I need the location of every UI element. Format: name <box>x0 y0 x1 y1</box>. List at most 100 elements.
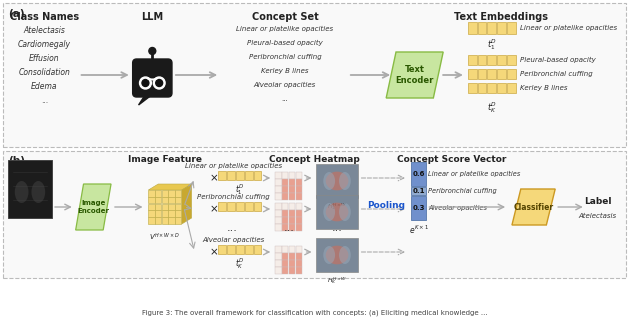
Text: Linear or platelike opacities: Linear or platelike opacities <box>520 25 617 31</box>
FancyBboxPatch shape <box>282 172 289 178</box>
Text: 0.6: 0.6 <box>412 171 425 177</box>
Text: Class Names: Class Names <box>10 12 79 22</box>
FancyBboxPatch shape <box>296 267 302 273</box>
FancyBboxPatch shape <box>289 172 295 178</box>
FancyBboxPatch shape <box>218 171 226 180</box>
FancyBboxPatch shape <box>253 245 261 254</box>
FancyBboxPatch shape <box>289 224 295 230</box>
Text: Classifier: Classifier <box>513 203 554 212</box>
Text: (b): (b) <box>8 156 25 166</box>
Polygon shape <box>512 189 556 225</box>
FancyBboxPatch shape <box>289 217 295 223</box>
Ellipse shape <box>15 181 29 203</box>
FancyBboxPatch shape <box>296 172 302 178</box>
FancyBboxPatch shape <box>148 217 155 224</box>
Text: LLM: LLM <box>141 12 163 22</box>
FancyBboxPatch shape <box>488 55 496 65</box>
FancyBboxPatch shape <box>155 190 161 196</box>
Circle shape <box>142 80 149 86</box>
FancyBboxPatch shape <box>244 171 253 180</box>
FancyBboxPatch shape <box>3 151 626 278</box>
FancyBboxPatch shape <box>507 22 516 34</box>
Polygon shape <box>148 184 191 190</box>
Ellipse shape <box>339 246 351 264</box>
Circle shape <box>140 77 151 89</box>
FancyBboxPatch shape <box>477 22 486 34</box>
Text: Peribronchial cuffing: Peribronchial cuffing <box>248 54 321 60</box>
FancyBboxPatch shape <box>148 190 155 196</box>
FancyBboxPatch shape <box>236 171 244 180</box>
Text: Linear or platelike opacities: Linear or platelike opacities <box>236 26 333 32</box>
FancyBboxPatch shape <box>155 204 161 210</box>
Circle shape <box>156 80 163 86</box>
Text: Effusion: Effusion <box>29 54 60 63</box>
FancyBboxPatch shape <box>236 202 244 211</box>
FancyBboxPatch shape <box>282 179 289 186</box>
FancyBboxPatch shape <box>411 196 426 220</box>
FancyBboxPatch shape <box>275 203 282 210</box>
FancyBboxPatch shape <box>148 204 155 210</box>
Text: Consolidation: Consolidation <box>19 68 70 77</box>
FancyBboxPatch shape <box>175 217 182 224</box>
Text: $t_1^D$: $t_1^D$ <box>487 37 497 52</box>
FancyBboxPatch shape <box>132 59 172 97</box>
FancyBboxPatch shape <box>175 197 182 203</box>
FancyBboxPatch shape <box>162 210 168 217</box>
Ellipse shape <box>323 203 335 221</box>
Text: Pooling: Pooling <box>367 201 405 210</box>
FancyBboxPatch shape <box>497 83 506 93</box>
FancyBboxPatch shape <box>282 224 289 230</box>
FancyBboxPatch shape <box>218 202 226 211</box>
FancyBboxPatch shape <box>275 172 282 178</box>
FancyBboxPatch shape <box>316 195 358 229</box>
FancyBboxPatch shape <box>282 253 289 259</box>
FancyBboxPatch shape <box>296 210 302 216</box>
FancyBboxPatch shape <box>275 193 282 199</box>
Ellipse shape <box>339 203 351 221</box>
FancyBboxPatch shape <box>497 22 506 34</box>
FancyBboxPatch shape <box>507 55 516 65</box>
FancyBboxPatch shape <box>162 204 168 210</box>
FancyBboxPatch shape <box>477 55 486 65</box>
FancyBboxPatch shape <box>155 197 161 203</box>
FancyBboxPatch shape <box>175 190 182 196</box>
FancyBboxPatch shape <box>316 164 358 198</box>
FancyBboxPatch shape <box>507 69 516 79</box>
FancyBboxPatch shape <box>289 260 295 266</box>
Text: Pleural-based opacity: Pleural-based opacity <box>247 40 323 46</box>
FancyBboxPatch shape <box>162 217 168 224</box>
FancyBboxPatch shape <box>411 162 426 186</box>
FancyBboxPatch shape <box>289 267 295 273</box>
Text: 0.1: 0.1 <box>412 188 425 194</box>
Text: ×: × <box>210 173 219 183</box>
FancyBboxPatch shape <box>296 224 302 230</box>
Ellipse shape <box>326 246 348 265</box>
FancyBboxPatch shape <box>168 210 175 217</box>
FancyBboxPatch shape <box>282 210 289 216</box>
FancyBboxPatch shape <box>275 267 282 273</box>
FancyBboxPatch shape <box>282 260 289 266</box>
Text: Atelectasis: Atelectasis <box>23 26 65 35</box>
FancyBboxPatch shape <box>289 186 295 193</box>
Text: Edema: Edema <box>31 82 58 91</box>
Text: Image
Encoder: Image Encoder <box>77 200 109 214</box>
FancyBboxPatch shape <box>296 179 302 186</box>
FancyBboxPatch shape <box>477 69 486 79</box>
FancyBboxPatch shape <box>296 193 302 199</box>
FancyBboxPatch shape <box>468 69 477 79</box>
Text: Atelectasis: Atelectasis <box>579 213 616 219</box>
FancyBboxPatch shape <box>155 217 161 224</box>
Text: Alveolar opacities: Alveolar opacities <box>428 205 488 211</box>
Text: Peribronchial cuffing: Peribronchial cuffing <box>428 188 497 194</box>
Text: (a): (a) <box>8 9 24 19</box>
FancyBboxPatch shape <box>227 171 235 180</box>
Text: ...: ... <box>284 223 294 233</box>
FancyBboxPatch shape <box>488 69 496 79</box>
FancyBboxPatch shape <box>244 202 253 211</box>
FancyBboxPatch shape <box>148 197 155 203</box>
Text: Peribronchial cuffing: Peribronchial cuffing <box>520 71 593 77</box>
FancyBboxPatch shape <box>296 246 302 253</box>
Text: $t_K^D$: $t_K^D$ <box>487 100 497 115</box>
Text: Concept Heatmap: Concept Heatmap <box>269 155 360 164</box>
FancyBboxPatch shape <box>296 253 302 259</box>
